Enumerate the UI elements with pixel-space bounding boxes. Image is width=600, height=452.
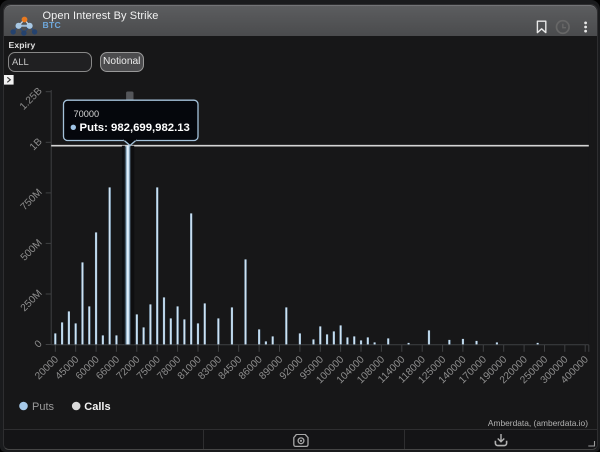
svg-text:750M: 750M <box>19 187 45 213</box>
svg-text:0: 0 <box>33 338 45 350</box>
svg-text:Puts: Puts <box>32 401 55 413</box>
svg-text:70000: 70000 <box>74 109 100 119</box>
svg-text:500M: 500M <box>19 238 45 264</box>
svg-text:Puts: 982,699,982.13: Puts: 982,699,982.13 <box>80 122 190 134</box>
svg-text:Calls: Calls <box>84 401 110 413</box>
svg-text:1B: 1B <box>28 136 45 153</box>
svg-text:1.25B: 1.25B <box>18 86 45 113</box>
svg-text:250M: 250M <box>19 288 45 314</box>
